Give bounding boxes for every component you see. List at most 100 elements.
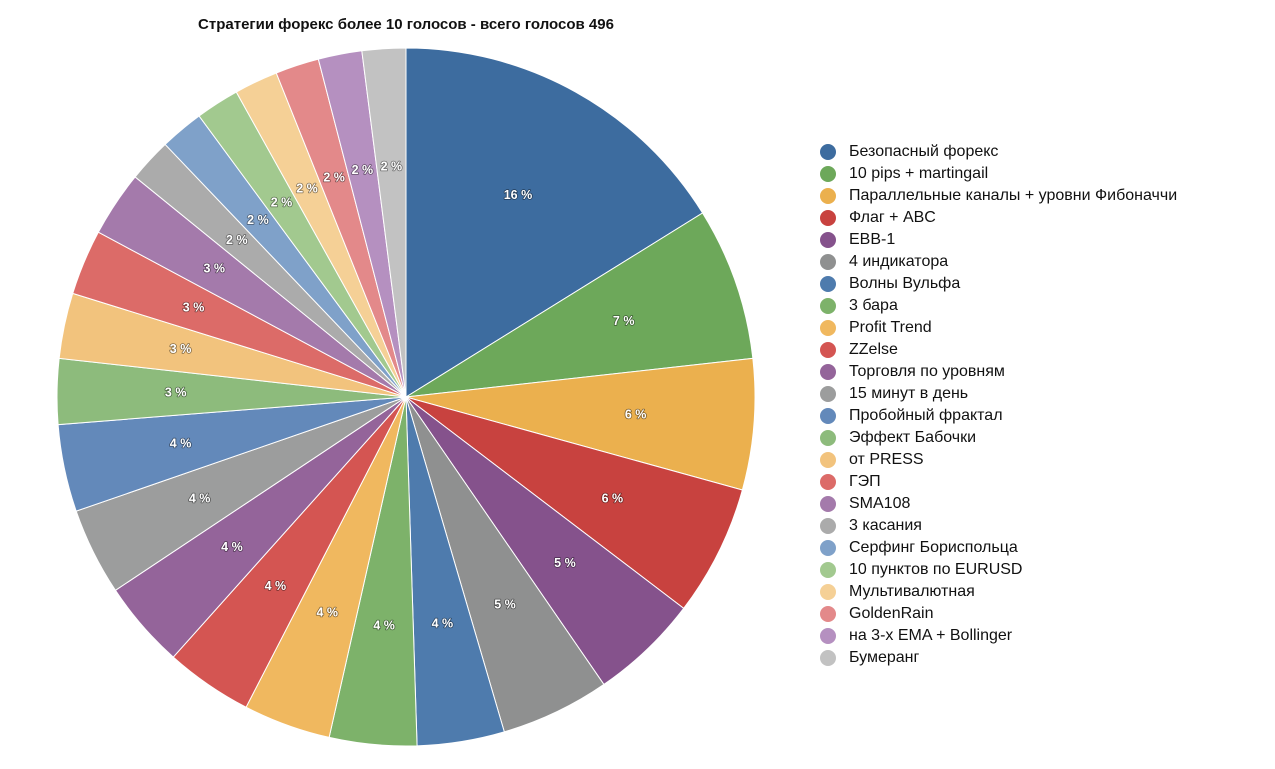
legend-swatch-icon (820, 320, 836, 336)
legend-label: Торговля по уровням (849, 363, 1005, 380)
legend-swatch-icon (820, 386, 836, 402)
legend-label: Profit Trend (849, 319, 932, 336)
pie-slice[interactable] (405, 212, 754, 398)
legend-swatch-icon (820, 364, 836, 380)
slice-value-label: 4 % (189, 492, 211, 506)
slice-value-label: 16 % (504, 188, 533, 202)
legend-swatch-icon (820, 430, 836, 446)
legend-swatch-icon (820, 474, 836, 490)
slice-value-label: 4 % (373, 619, 395, 633)
legend-swatch-icon (820, 562, 836, 578)
slice-value-label: 6 % (602, 492, 624, 506)
legend-swatch-icon (820, 540, 836, 556)
slice-value-label: 6 % (625, 408, 647, 422)
legend-item[interactable]: 10 pips + martingail (820, 163, 1177, 185)
legend-item[interactable]: Серфинг Бориспольца (820, 537, 1177, 559)
pie-slice[interactable] (405, 357, 756, 491)
legend-label: ZZelse (849, 341, 898, 358)
legend-label: GoldenRain (849, 605, 934, 622)
legend-item[interactable]: GoldenRain (820, 603, 1177, 625)
legend-label: EBB-1 (849, 231, 896, 248)
legend-label: Волны Вульфа (849, 275, 961, 292)
legend-label: Эффект Бабочки (849, 429, 977, 446)
legend-item[interactable]: Параллельные каналы + уровни Фибоначчи (820, 185, 1177, 207)
legend-item[interactable]: 4 индикатора (820, 251, 1177, 273)
legend-swatch-icon (820, 144, 836, 160)
slice-value-label: 4 % (316, 606, 338, 620)
legend-swatch-icon (820, 606, 836, 622)
legend-swatch-icon (820, 408, 836, 424)
legend-label: 4 индикатора (849, 253, 949, 270)
legend-label: 10 пунктов по EURUSD (849, 561, 1023, 578)
legend-swatch-icon (820, 584, 836, 600)
slice-value-label: 4 % (432, 617, 454, 631)
legend-label: 10 pips + martingail (849, 165, 989, 182)
legend-item[interactable]: Бумеранг (820, 647, 1177, 669)
legend-swatch-icon (820, 628, 836, 644)
legend-item[interactable]: Безопасный форекс (820, 141, 1177, 163)
legend-item[interactable]: 10 пунктов по EURUSD (820, 559, 1177, 581)
legend-item[interactable]: Эффект Бабочки (820, 427, 1177, 449)
legend-swatch-icon (820, 650, 836, 666)
legend-label: Серфинг Бориспольца (849, 539, 1018, 556)
legend-label: Мультивалютная (849, 583, 975, 600)
slice-value-label: 4 % (170, 436, 192, 450)
pie-slice[interactable] (405, 396, 743, 610)
legend-label: 15 минут в день (849, 385, 969, 402)
legend-label: от PRESS (849, 451, 924, 468)
legend-item[interactable]: от PRESS (820, 449, 1177, 471)
legend-item[interactable]: Волны Вульфа (820, 273, 1177, 295)
slice-value-label: 4 % (265, 579, 287, 593)
legend-item[interactable]: ZZelse (820, 339, 1177, 361)
legend-label: Пробойный фрактал (849, 407, 1003, 424)
pie-slice[interactable] (405, 47, 704, 398)
legend-item[interactable]: 15 минут в день (820, 383, 1177, 405)
legend-item[interactable]: 3 бара (820, 295, 1177, 317)
legend-item[interactable]: Мультивалютная (820, 581, 1177, 603)
legend-label: ГЭП (849, 473, 881, 490)
legend-label: SMA108 (849, 495, 911, 512)
legend-swatch-icon (820, 298, 836, 314)
slice-value-label: 3 % (203, 262, 225, 276)
legend-label: 3 касания (849, 517, 922, 534)
slice-value-label: 5 % (494, 597, 516, 611)
legend-item[interactable]: ГЭП (820, 471, 1177, 493)
slice-value-label: 4 % (221, 540, 243, 554)
slice-value-label: 5 % (554, 556, 576, 570)
legend-swatch-icon (820, 232, 836, 248)
legend-swatch-icon (820, 452, 836, 468)
slice-value-label: 2 % (381, 159, 403, 173)
legend-swatch-icon (820, 210, 836, 226)
legend-swatch-icon (820, 342, 836, 358)
slice-value-label: 2 % (352, 163, 374, 177)
slice-value-label: 2 % (323, 170, 345, 184)
slice-value-label: 2 % (296, 181, 318, 195)
legend-label: 3 бара (849, 297, 898, 314)
legend-item[interactable]: Торговля по уровням (820, 361, 1177, 383)
chart-legend: Безопасный форекс 10 pips + martingail Пар… (820, 141, 1177, 669)
legend-item[interactable]: Пробойный фрактал (820, 405, 1177, 427)
legend-item[interactable]: SMA108 (820, 493, 1177, 515)
legend-item[interactable]: 3 касания (820, 515, 1177, 537)
slice-value-label: 3 % (183, 300, 205, 314)
chart-title: Стратегии форекс более 10 голосов - всег… (198, 16, 614, 33)
legend-item[interactable]: Profit Trend (820, 317, 1177, 339)
slice-value-label: 7 % (613, 314, 635, 328)
slice-value-label: 2 % (247, 213, 269, 227)
legend-item[interactable]: EBB-1 (820, 229, 1177, 251)
legend-swatch-icon (820, 166, 836, 182)
legend-swatch-icon (820, 254, 836, 270)
legend-label: на 3-х EMA + Bollinger (849, 627, 1013, 644)
legend-label: Флаг + ABC (849, 209, 936, 226)
pie-chart: 16 % 7 % 6 % 6 % 5 % 5 % 4 % 4 % 4 % 4 % 4 % 4 % 4 %… (56, 47, 756, 747)
slice-value-label: 3 % (170, 342, 192, 356)
legend-item[interactable]: на 3-х EMA + Bollinger (820, 625, 1177, 647)
legend-label: Безопасный форекс (849, 143, 999, 160)
legend-swatch-icon (820, 276, 836, 292)
slice-value-label: 3 % (165, 386, 187, 400)
legend-label: Параллельные каналы + уровни Фибоначчи (849, 187, 1178, 204)
legend-swatch-icon (820, 496, 836, 512)
slice-value-label: 2 % (271, 196, 293, 210)
pie-slice[interactable] (361, 47, 407, 398)
legend-item[interactable]: Флаг + ABC (820, 207, 1177, 229)
